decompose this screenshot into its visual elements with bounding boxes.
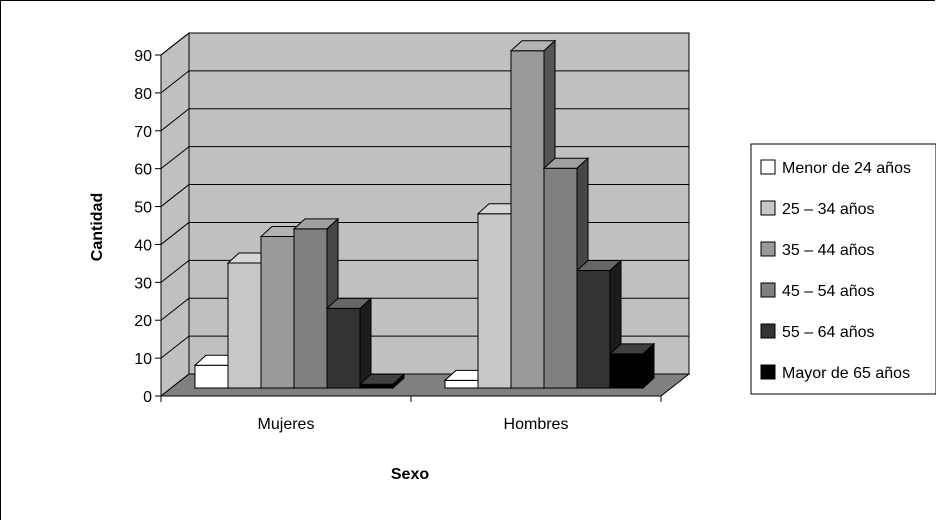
bar-front <box>510 50 545 389</box>
legend-label: 45 – 54 años <box>782 283 875 300</box>
bar-front <box>293 228 328 389</box>
legend-label: Menor de 24 años <box>782 160 911 177</box>
gridline-side <box>160 184 190 207</box>
bar-front <box>444 379 479 389</box>
bar <box>575 259 623 390</box>
bar <box>358 373 406 390</box>
bar-front <box>194 364 229 389</box>
gridline-side <box>160 335 190 359</box>
legend-swatch <box>760 323 776 339</box>
y-tick-label: 70 <box>134 124 152 141</box>
gridline-side <box>160 146 190 170</box>
bar-side <box>359 297 372 390</box>
gridline-side <box>160 32 190 56</box>
x-axis: Mujeres Hombres <box>160 395 662 433</box>
gridline-side <box>160 222 190 245</box>
legend-label: 35 – 44 años <box>782 242 875 259</box>
side-wall <box>160 31 190 398</box>
bar-front <box>227 262 262 389</box>
legend-box <box>750 143 937 395</box>
legend-label: 55 – 64 años <box>782 324 875 341</box>
legend-swatch <box>760 241 776 257</box>
bar-front <box>359 383 394 389</box>
gridline-side <box>160 70 190 94</box>
bar <box>325 297 373 390</box>
bar-front <box>543 167 578 389</box>
bar-front <box>609 353 644 389</box>
legend-label: 25 – 34 años <box>782 201 875 218</box>
x-tick-label: Mujeres <box>258 416 315 433</box>
bar-front <box>326 307 361 389</box>
bar-side <box>392 373 405 390</box>
legend-swatch <box>760 364 776 380</box>
y-tick-label: 60 <box>134 162 152 179</box>
bar-front <box>576 270 611 389</box>
y-tick-label: 40 <box>134 237 152 254</box>
legend-swatch <box>760 159 776 175</box>
gridline-side <box>160 297 190 321</box>
y-tick-label: 20 <box>134 313 152 330</box>
gridline-side <box>160 108 190 132</box>
bar-side <box>642 342 655 390</box>
legend-swatch <box>760 282 776 298</box>
gridline-side <box>160 259 190 283</box>
bars <box>193 39 656 390</box>
legend: Menor de 24 años 25 – 34 años 35 – 44 años… <box>750 143 937 395</box>
y-tick-label: 90 <box>134 48 152 65</box>
y-tick-label: 50 <box>134 200 152 217</box>
y-tick-label: 30 <box>134 275 152 292</box>
y-tick-label: 10 <box>134 351 152 368</box>
bar-front <box>260 235 295 389</box>
legend-swatch <box>760 200 776 216</box>
bar <box>608 342 656 390</box>
x-tick-label: Hombres <box>504 416 569 433</box>
bar-front <box>477 213 512 389</box>
y-axis-title: Cantidad <box>89 193 106 261</box>
y-tick-label: 0 <box>143 389 152 406</box>
y-axis-ticks: 0 10 20 30 40 50 60 70 80 90 <box>134 48 162 406</box>
legend-label: Mayor de 65 años <box>782 365 910 382</box>
x-axis-title: Sexo <box>391 466 429 483</box>
y-tick-label: 80 <box>134 86 152 103</box>
